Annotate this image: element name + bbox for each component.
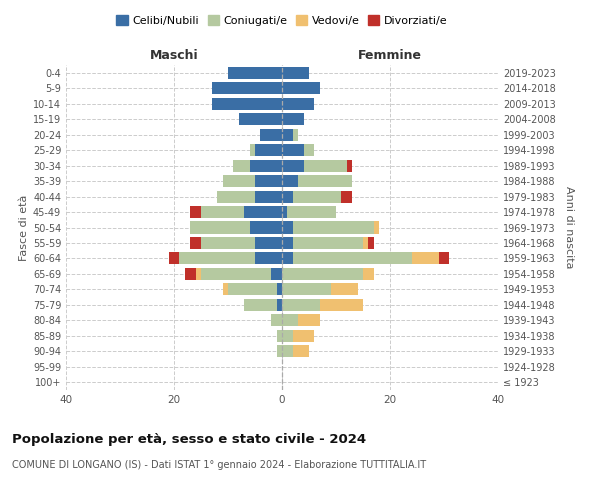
Bar (320, 299, 363, 311)
Bar (293, 252, 412, 264)
Bar (250, 144, 255, 156)
Bar (239, 113, 282, 125)
Bar (282, 346, 293, 358)
Bar (282, 206, 287, 218)
Bar (282, 113, 304, 125)
Bar (282, 144, 304, 156)
Bar (293, 346, 309, 358)
Bar (277, 346, 282, 358)
Bar (260, 128, 282, 140)
Bar (282, 237, 293, 249)
Bar (212, 82, 282, 94)
Bar (282, 268, 363, 280)
Bar (282, 222, 293, 234)
Bar (282, 284, 331, 296)
Bar (169, 252, 179, 264)
Bar (185, 268, 196, 280)
Bar (368, 237, 374, 249)
Bar (228, 284, 277, 296)
Bar (298, 314, 320, 326)
Bar (223, 284, 228, 296)
Bar (271, 314, 282, 326)
Bar (179, 252, 255, 264)
Bar (223, 175, 255, 187)
Bar (331, 284, 358, 296)
Bar (255, 237, 282, 249)
Bar (282, 252, 293, 264)
Bar (282, 128, 293, 140)
Bar (277, 284, 282, 296)
Bar (293, 237, 363, 249)
Bar (255, 175, 282, 187)
Bar (190, 206, 201, 218)
Bar (190, 222, 250, 234)
Bar (201, 206, 244, 218)
Text: Maschi: Maschi (149, 49, 199, 62)
Bar (282, 82, 320, 94)
Text: COMUNE DI LONGANO (IS) - Dati ISTAT 1° gennaio 2024 - Elaborazione TUTTITALIA.IT: COMUNE DI LONGANO (IS) - Dati ISTAT 1° g… (12, 460, 426, 469)
Bar (212, 98, 282, 110)
Bar (287, 206, 336, 218)
Bar (374, 222, 379, 234)
Bar (282, 299, 320, 311)
Bar (244, 299, 277, 311)
Bar (304, 160, 347, 172)
Bar (282, 314, 298, 326)
Bar (347, 160, 352, 172)
Bar (228, 66, 282, 79)
Bar (341, 190, 352, 202)
Bar (217, 190, 255, 202)
Bar (244, 206, 282, 218)
Bar (190, 237, 201, 249)
Bar (282, 98, 314, 110)
Bar (412, 252, 439, 264)
Bar (250, 222, 282, 234)
Bar (255, 252, 282, 264)
Bar (196, 268, 201, 280)
Text: Femmine: Femmine (358, 49, 422, 62)
Bar (439, 252, 449, 264)
Bar (282, 175, 298, 187)
Bar (298, 175, 352, 187)
Bar (363, 268, 374, 280)
Bar (255, 144, 282, 156)
Bar (277, 299, 282, 311)
Bar (293, 190, 341, 202)
Bar (304, 144, 314, 156)
Bar (282, 66, 309, 79)
Bar (277, 330, 282, 342)
Legend: Celibi/Nubili, Coniugati/e, Vedovi/e, Divorziati/e: Celibi/Nubili, Coniugati/e, Vedovi/e, Di… (112, 10, 452, 30)
Bar (255, 190, 282, 202)
Y-axis label: Anni di nascita: Anni di nascita (564, 186, 574, 269)
Y-axis label: Fasce di età: Fasce di età (19, 194, 29, 260)
Bar (363, 237, 368, 249)
Text: Popolazione per età, sesso e stato civile - 2024: Popolazione per età, sesso e stato civil… (12, 432, 366, 446)
Bar (293, 330, 314, 342)
Bar (271, 268, 282, 280)
Bar (201, 237, 255, 249)
Bar (233, 160, 250, 172)
Bar (282, 160, 304, 172)
Bar (293, 222, 374, 234)
Bar (293, 128, 298, 140)
Bar (282, 190, 293, 202)
Bar (282, 330, 293, 342)
Bar (201, 268, 271, 280)
Bar (250, 160, 282, 172)
